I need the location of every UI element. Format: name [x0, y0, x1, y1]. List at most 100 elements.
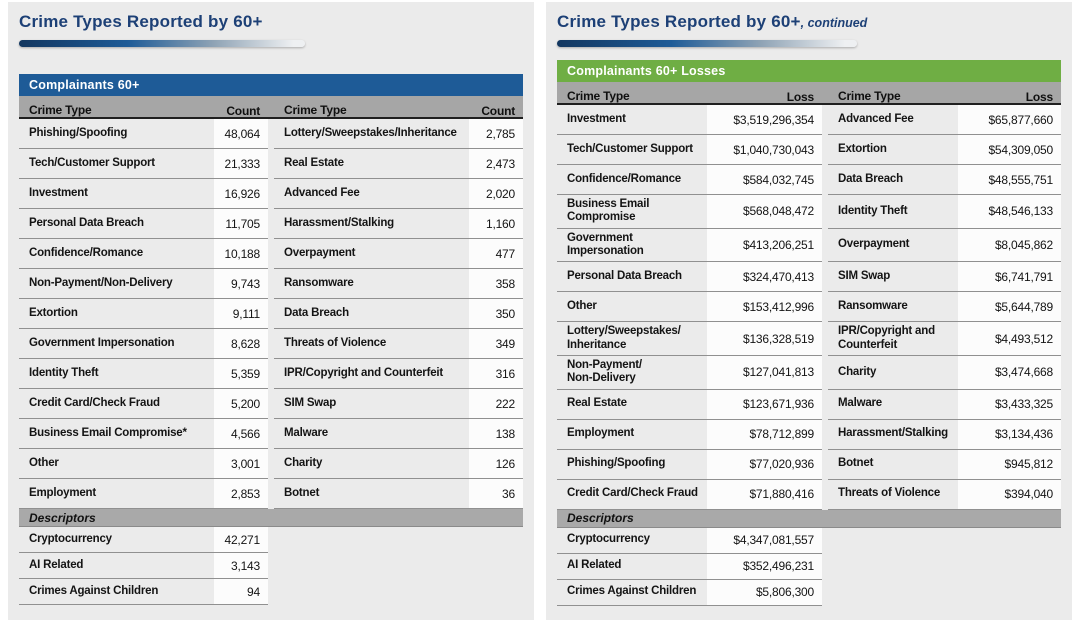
row-half: SIM Swap 222: [274, 389, 523, 419]
page-title-text: Crime Types Reported by 60+: [557, 12, 801, 31]
row-half: AI Related $352,496,231: [557, 553, 822, 580]
row-half: Malware 138: [274, 419, 523, 449]
crime-type-cell: Advanced Fee: [284, 186, 360, 199]
amount-cell: $65,877,660: [958, 105, 1061, 134]
crime-type-cell: Business Email Compromise*: [29, 426, 187, 439]
table-row: Non-Payment/Non-Delivery 9,743 Ransomware 3…: [19, 269, 523, 299]
crime-type-cell: Threats of Violence: [838, 487, 941, 500]
amount-cell: $77,020,936: [707, 449, 822, 479]
crime-type-cell: Crimes Against Children: [567, 585, 697, 598]
amount-cell: $3,134,436: [958, 419, 1061, 449]
amount-cell: 9,111: [214, 299, 268, 328]
crime-type-cell: Ransomware: [284, 276, 354, 289]
page-title-suffix: , continued: [800, 16, 868, 30]
column-header: Count: [481, 104, 515, 118]
amount-cell: $71,880,416: [707, 479, 822, 509]
row-half: Non-Payment/Non-Delivery 9,743: [19, 269, 268, 299]
amount-cell: $127,041,813: [707, 355, 822, 389]
amount-cell: $48,546,133: [958, 195, 1061, 228]
crime-type-cell: Real Estate: [284, 156, 344, 169]
table-row: Credit Card/Check Fraud $71,880,416 Threat…: [557, 479, 1061, 510]
amount-cell: 2,853: [214, 479, 268, 508]
row-half: Charity 126: [274, 449, 523, 479]
column-header: Crime Type: [284, 103, 347, 118]
amount-cell: 2,785: [469, 119, 523, 148]
amount-cell: $5,644,789: [958, 292, 1061, 322]
table-row: Confidence/Romance 10,188 Overpayment 477: [19, 239, 523, 269]
amount-cell: $54,309,050: [958, 135, 1061, 164]
amount-cell: 10,188: [214, 239, 268, 268]
crime-type-cell: Investment: [567, 112, 626, 125]
crime-type-cell: Cryptocurrency: [29, 532, 112, 545]
crime-type-cell: Identity Theft: [29, 366, 99, 379]
amount-cell: 48,064: [214, 119, 268, 148]
amount-cell: 126: [469, 449, 523, 478]
amount-cell: $123,671,936: [707, 389, 822, 419]
row-half: Government Impersonation $413,206,251: [557, 228, 822, 263]
amount-cell: $6,741,791: [958, 262, 1061, 292]
amount-cell: 316: [469, 359, 523, 388]
crime-type-cell: Phishing/Spoofing: [29, 126, 128, 139]
crime-type-cell: Botnet: [838, 457, 874, 470]
table-row: Phishing/Spoofing $77,020,936 Botnet $945,8…: [557, 449, 1061, 480]
row-half: Overpayment 477: [274, 239, 523, 269]
crime-type-cell: Threats of Violence: [284, 336, 387, 349]
descriptors-band: Descriptors: [557, 509, 1061, 528]
losses-panel: Crime Types Reported by 60+, continued C…: [546, 2, 1072, 620]
row-half: Lottery/Sweepstakes/ Inheritance $136,328…: [557, 322, 822, 356]
row-half: Personal Data Breach 11,705: [19, 209, 268, 239]
table-row: Credit Card/Check Fraud 5,200 SIM Swap 222: [19, 389, 523, 419]
row-half: Non-Payment/ Non-Delivery $127,041,813: [557, 355, 822, 390]
amount-cell: $584,032,745: [707, 165, 822, 194]
crime-type-cell: Business Email Compromise: [567, 198, 650, 224]
crime-type-cell: IPR/Copyright and Counterfeit: [838, 325, 935, 351]
table-row: Employment $78,712,899 Harassment/Stalking…: [557, 419, 1061, 450]
row-half: Confidence/Romance 10,188: [19, 239, 268, 269]
descriptor-row: Crimes Against Children $5,806,300: [557, 579, 1061, 606]
crime-type-cell: Non-Payment/ Non-Delivery: [567, 358, 642, 385]
column-header-row: Crime Type Count Crime Type Count: [19, 96, 523, 119]
amount-cell: 11,705: [214, 209, 268, 238]
amount-cell: $78,712,899: [707, 419, 822, 449]
crime-type-cell: Extortion: [838, 142, 887, 155]
amount-cell: 358: [469, 269, 523, 298]
amount-cell: $1,040,730,043: [707, 135, 822, 164]
amount-cell: $352,496,231: [707, 553, 822, 579]
table-row: Personal Data Breach $324,470,413 SIM Swap…: [557, 262, 1061, 293]
crime-type-cell: Lottery/Sweepstakes/Inheritance: [284, 126, 457, 139]
amount-cell: 9,743: [214, 269, 268, 298]
table-rows: Phishing/Spoofing 48,064 Lottery/Sweepstak…: [19, 119, 523, 509]
amount-cell: $8,045,862: [958, 228, 1061, 262]
row-half: Data Breach 350: [274, 299, 523, 329]
crime-type-cell: Government Impersonation: [29, 336, 175, 349]
amount-cell: $945,812: [958, 449, 1061, 479]
column-header: Crime Type: [567, 89, 630, 104]
amount-cell: 350: [469, 299, 523, 328]
crime-type-cell: Data Breach: [284, 306, 349, 319]
title-underline-bar: [557, 40, 857, 47]
row-half: IPR/Copyright and Counterfeit $4,493,512: [828, 322, 1061, 356]
crime-type-cell: Charity: [838, 365, 877, 378]
row-half: Ransomware 358: [274, 269, 523, 299]
amount-cell: 94: [214, 579, 268, 604]
row-half: Tech/Customer Support $1,040,730,043: [557, 135, 822, 165]
amount-cell: 8,628: [214, 329, 268, 358]
column-header: Loss: [786, 90, 814, 104]
descriptors-band: Descriptors: [19, 509, 523, 527]
amount-cell: 1,160: [469, 209, 523, 238]
row-half: Investment $3,519,296,354: [557, 105, 822, 135]
row-half: Data Breach $48,555,751: [828, 165, 1061, 195]
amount-cell: $48,555,751: [958, 165, 1061, 194]
descriptor-row: AI Related 3,143: [19, 553, 523, 579]
crime-type-cell: Non-Payment/Non-Delivery: [29, 276, 173, 289]
crime-type-cell: Government Impersonation: [567, 231, 644, 257]
table-row: Confidence/Romance $584,032,745 Data Breac…: [557, 165, 1061, 195]
counts-table: Complainants 60+ Crime Type Count Crime …: [19, 74, 523, 605]
row-half: Charity $3,474,668: [828, 355, 1061, 390]
table-row: Other 3,001 Charity 126: [19, 449, 523, 479]
amount-cell: 4,566: [214, 419, 268, 448]
row-half: Overpayment $8,045,862: [828, 228, 1061, 263]
table-row: Real Estate $123,671,936 Malware $3,433,325: [557, 389, 1061, 420]
row-half: Business Email Compromise $568,048,472: [557, 195, 822, 229]
crime-type-cell: Malware: [284, 426, 328, 439]
